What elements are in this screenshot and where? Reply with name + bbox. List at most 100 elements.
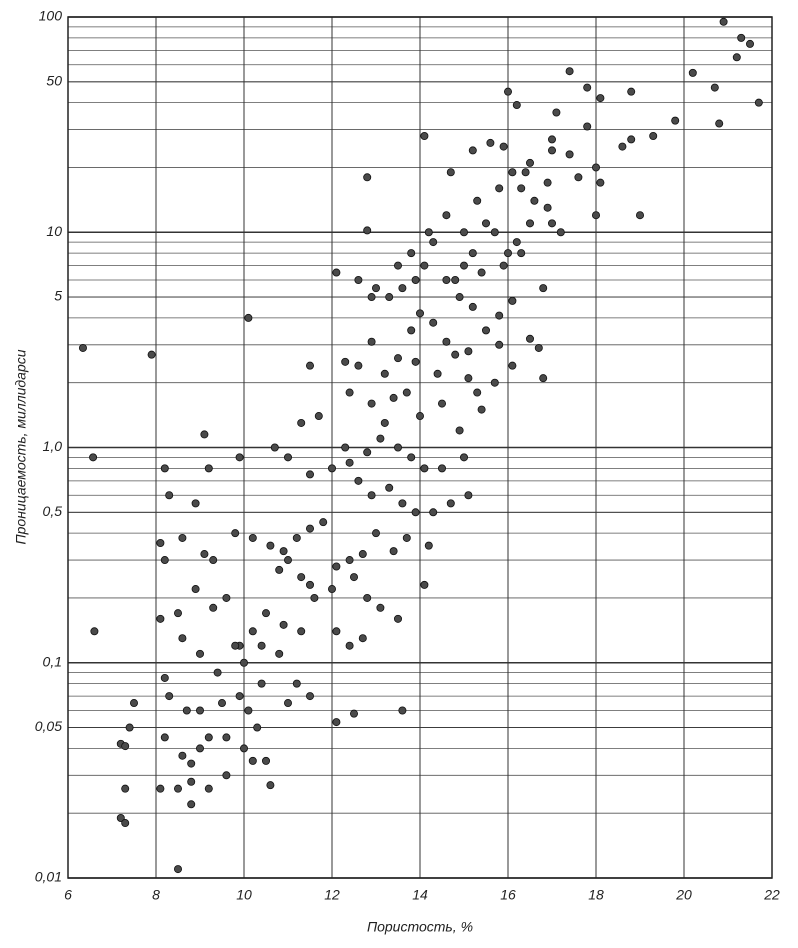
point (90, 627, 99, 636)
point (327, 585, 336, 594)
point (248, 627, 257, 636)
point (455, 293, 464, 302)
y-tick-label: 100 (39, 8, 63, 24)
point (477, 268, 486, 277)
point (481, 219, 490, 228)
point (376, 434, 385, 443)
point (424, 228, 433, 237)
point (737, 33, 746, 42)
y-tick-label: 50 (46, 72, 62, 88)
point (121, 742, 130, 751)
point (464, 491, 473, 500)
point (253, 723, 262, 732)
x-tick-label: 20 (675, 887, 692, 903)
point (411, 508, 420, 517)
point (618, 142, 627, 151)
point (204, 464, 213, 473)
point (636, 211, 645, 220)
point (266, 781, 275, 790)
point (446, 499, 455, 508)
point (354, 476, 363, 485)
point (548, 146, 557, 155)
point (121, 784, 130, 793)
x-tick-label: 12 (324, 887, 340, 903)
point (464, 347, 473, 356)
point (415, 309, 424, 318)
point (165, 491, 174, 500)
y-tick-label: 0,05 (35, 718, 62, 734)
point (217, 699, 226, 708)
point (178, 533, 187, 542)
point (292, 533, 301, 542)
point (495, 311, 504, 320)
point (319, 518, 328, 527)
point (468, 146, 477, 155)
point (235, 453, 244, 462)
point (349, 573, 358, 582)
point (239, 744, 248, 753)
point (407, 249, 416, 258)
point (389, 393, 398, 402)
point (429, 318, 438, 327)
point (715, 119, 724, 128)
point (345, 556, 354, 565)
point (156, 614, 165, 623)
point (446, 168, 455, 177)
point (195, 744, 204, 753)
point (411, 357, 420, 366)
point (156, 784, 165, 793)
point (305, 470, 314, 479)
point (420, 261, 429, 270)
point (332, 268, 341, 277)
point (314, 412, 323, 421)
point (393, 354, 402, 363)
point (451, 276, 460, 285)
point (209, 603, 218, 612)
point (385, 293, 394, 302)
point (173, 865, 182, 874)
point (367, 491, 376, 500)
point (495, 340, 504, 349)
point (481, 326, 490, 335)
point (499, 142, 508, 151)
point (754, 98, 763, 107)
point (178, 634, 187, 643)
point (261, 756, 270, 765)
point (746, 39, 755, 48)
point (473, 196, 482, 205)
point (222, 733, 231, 742)
point (407, 453, 416, 462)
x-tick-label: 22 (763, 887, 780, 903)
point (187, 777, 196, 786)
point (565, 150, 574, 159)
point (548, 135, 557, 144)
point (345, 641, 354, 650)
point (305, 361, 314, 370)
point (239, 658, 248, 667)
point (129, 699, 138, 708)
point (231, 529, 240, 538)
point (358, 634, 367, 643)
x-tick-label: 18 (588, 887, 604, 903)
point (187, 759, 196, 768)
point (279, 620, 288, 629)
point (204, 733, 213, 742)
point (173, 609, 182, 618)
point (222, 593, 231, 602)
point (200, 550, 209, 559)
point (363, 173, 372, 182)
point (543, 203, 552, 212)
point (248, 533, 257, 542)
point (297, 573, 306, 582)
point (459, 261, 468, 270)
point (486, 138, 495, 147)
point (266, 541, 275, 550)
point (437, 464, 446, 473)
point (490, 228, 499, 237)
point (521, 168, 530, 177)
point (310, 593, 319, 602)
point (231, 641, 240, 650)
point (583, 122, 592, 131)
